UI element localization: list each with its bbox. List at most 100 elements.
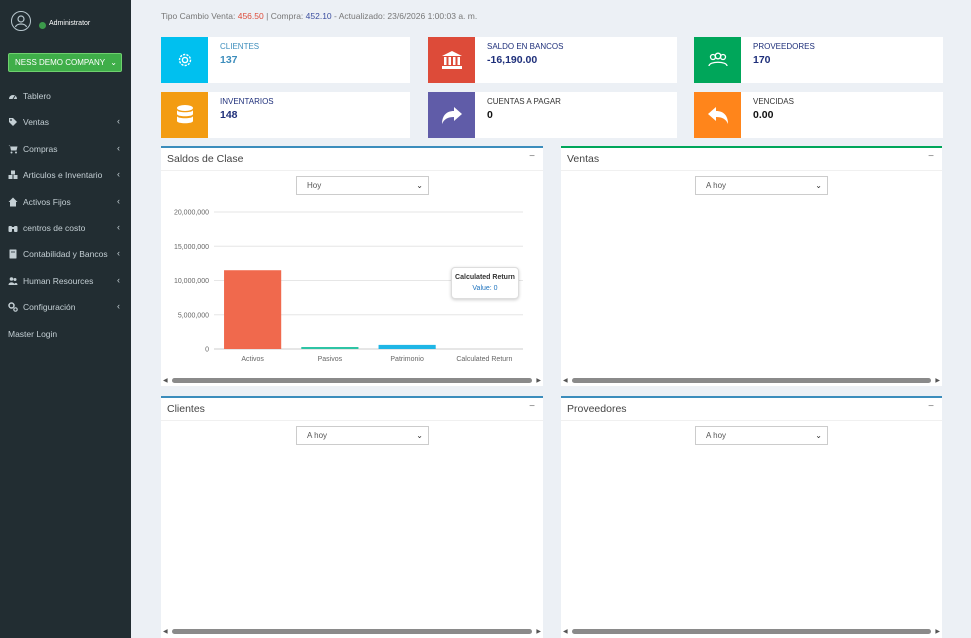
chevron-left-icon: ‹	[117, 169, 120, 180]
cogs-icon	[8, 302, 18, 312]
tooltip-title: Calculated Return	[455, 274, 515, 281]
period-select[interactable]: Hoy ⌄	[296, 176, 429, 195]
sidebar: Administrator NESS DEMO COMPANY ⌄ Tabler…	[0, 0, 131, 638]
horizontal-scrollbar[interactable]: ◀ ▶	[563, 377, 940, 384]
scroll-left-icon[interactable]: ◀	[163, 629, 168, 635]
tooltip-value: Value: 0	[472, 285, 498, 292]
panel-divider	[161, 170, 543, 171]
minimize-icon[interactable]: −	[529, 151, 535, 162]
x-tick-label: Activos	[241, 356, 264, 363]
clientes-panel: Clientes − A hoy ⌄ ◀ ▶	[161, 396, 543, 638]
scroll-left-icon[interactable]: ◀	[163, 378, 168, 384]
sidebar-item-activos-fijos[interactable]: Activos Fijos ‹	[0, 190, 131, 216]
info-box-label: CUENTAS A PAGAR	[487, 97, 561, 106]
y-tick-label: 15,000,000	[174, 244, 209, 251]
chevron-down-icon: ⌄	[416, 181, 423, 190]
rate-compra-value: 452.10	[305, 11, 332, 21]
minimize-icon[interactable]: −	[928, 401, 934, 412]
proveedores-panel: Proveedores − A hoy ⌄ ◀ ▶	[561, 396, 942, 638]
rate-updated: - Actualizado: 23/6/2026 1:00:03 a. m.	[334, 11, 478, 21]
chevron-down-icon: ⌄	[110, 58, 117, 67]
info-box-value: 0.00	[753, 109, 774, 121]
saldos-bar-chart: 0 5,000,000 10,000,000 15,000,000 20,000,000…	[174, 210, 523, 363]
sidebar-item-label: Contabilidad y Bancos	[23, 249, 108, 260]
x-tick-label: Pasivos	[318, 356, 343, 363]
panel-divider	[161, 420, 543, 421]
scroll-left-icon[interactable]: ◀	[563, 629, 568, 635]
horizontal-scrollbar[interactable]: ◀ ▶	[163, 628, 541, 635]
period-select[interactable]: A hoy ⌄	[695, 426, 828, 445]
cart-icon	[8, 144, 18, 154]
sidebar-item-contabilidad-y-bancos[interactable]: Contabilidad y Bancos ‹	[0, 242, 131, 268]
sidebar-item-label: Activos Fijos	[23, 196, 71, 207]
home-icon	[8, 197, 18, 207]
info-box-inventarios[interactable]: INVENTARIOS 148	[161, 92, 410, 138]
sidebar-item-tablero[interactable]: Tablero	[0, 84, 131, 110]
chevron-down-icon: ⌄	[815, 181, 822, 190]
period-select[interactable]: A hoy ⌄	[296, 426, 429, 445]
info-box-label: SALDO EN BANCOS	[487, 42, 564, 51]
period-select[interactable]: A hoy ⌄	[695, 176, 828, 195]
bank-icon	[428, 37, 475, 83]
sidebar-item-master-login[interactable]: Master Login	[0, 322, 131, 348]
bar-patrimonio[interactable]	[378, 344, 436, 349]
users-icon	[8, 276, 18, 286]
sidebar-item-articulos-e-inventario[interactable]: Articulos e Inventario ‹	[0, 163, 131, 189]
exchange-rate-bar: Tipo Cambio Venta: 456.50 | Compra: 452.…	[161, 11, 477, 21]
horizontal-scrollbar[interactable]: ◀ ▶	[563, 628, 940, 635]
info-box-value: 0	[487, 109, 493, 121]
info-box-vencidas[interactable]: VENCIDAS 0.00	[694, 92, 943, 138]
scrollbar-thumb[interactable]	[172, 629, 532, 634]
chevron-left-icon: ‹	[117, 195, 120, 206]
info-box-value: 148	[220, 109, 238, 121]
panel-title: Saldos de Clase	[167, 153, 244, 165]
gear-icon	[161, 37, 208, 83]
info-box-clientes[interactable]: CLIENTES 137	[161, 37, 410, 83]
avatar-icon[interactable]	[11, 11, 31, 31]
sidebar-item-label: Human Resources	[23, 275, 94, 286]
info-box-label: VENCIDAS	[753, 97, 794, 106]
sidebar-item-label: Compras	[23, 143, 58, 154]
panel-title: Ventas	[567, 153, 600, 165]
sidebar-item-ventas[interactable]: Ventas ‹	[0, 110, 131, 136]
scrollbar-thumb[interactable]	[572, 378, 931, 383]
info-box-proveedores[interactable]: PROVEEDORES 170	[694, 37, 943, 83]
cubes-icon	[8, 170, 18, 180]
scrollbar-thumb[interactable]	[172, 378, 532, 383]
panel-title: Clientes	[167, 403, 205, 415]
company-selector-button[interactable]: NESS DEMO COMPANY ⌄	[8, 53, 122, 72]
info-box-value: -16,190.00	[487, 54, 538, 66]
bar-activos[interactable]	[224, 270, 282, 349]
y-tick-label: 5,000,000	[178, 312, 209, 319]
period-select-value: A hoy	[706, 181, 727, 190]
info-box-saldo-bancos[interactable]: SALDO EN BANCOS -16,190.00	[428, 37, 677, 83]
minimize-icon[interactable]: −	[928, 151, 934, 162]
scroll-right-icon[interactable]: ▶	[536, 629, 541, 635]
share-icon	[428, 92, 475, 138]
ventas-panel: Ventas − A hoy ⌄ ◀ ▶	[561, 146, 942, 386]
minimize-icon[interactable]: −	[529, 401, 535, 412]
scrollbar-thumb[interactable]	[572, 629, 931, 634]
info-box-cuentas-pagar[interactable]: CUENTAS A PAGAR 0	[428, 92, 677, 138]
bar-pasivos[interactable]	[301, 347, 359, 349]
scroll-right-icon[interactable]: ▶	[935, 629, 940, 635]
rate-venta-label: Tipo Cambio Venta:	[161, 11, 236, 21]
sidebar-item-centros-de-costo[interactable]: centros de costo ‹	[0, 216, 131, 242]
panel-divider	[561, 420, 942, 421]
database-icon	[161, 92, 208, 138]
online-status-icon	[39, 22, 46, 29]
scroll-left-icon[interactable]: ◀	[563, 378, 568, 384]
horizontal-scrollbar[interactable]: ◀ ▶	[163, 377, 541, 384]
sidebar-item-human-resources[interactable]: Human Resources ‹	[0, 269, 131, 295]
binoculars-icon	[8, 223, 18, 233]
period-select-value: A hoy	[706, 431, 727, 440]
y-tick-label: 0	[205, 347, 209, 354]
scroll-right-icon[interactable]: ▶	[536, 378, 541, 384]
y-tick-label: 20,000,000	[174, 210, 209, 217]
chevron-left-icon: ‹	[117, 116, 120, 127]
sidebar-item-configuracion[interactable]: Configuración ‹	[0, 295, 131, 321]
panel-title: Proveedores	[567, 403, 627, 415]
info-box-label: INVENTARIOS	[220, 97, 274, 106]
scroll-right-icon[interactable]: ▶	[935, 378, 940, 384]
sidebar-item-compras[interactable]: Compras ‹	[0, 137, 131, 163]
